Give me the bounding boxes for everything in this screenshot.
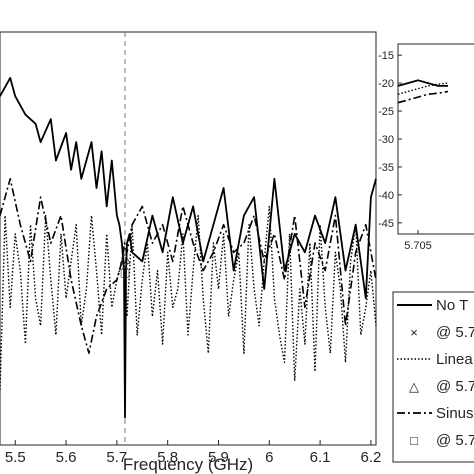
legend-label: @ 5.7 bbox=[436, 432, 474, 449]
main-plot-frame bbox=[0, 31, 377, 446]
legend-marker-symbol: □ bbox=[410, 433, 418, 448]
x-tick-label: 5.5 bbox=[5, 449, 26, 466]
x-tick-label: 6.2 bbox=[360, 449, 381, 466]
series-line-3 bbox=[0, 178, 377, 355]
inset-y-ticks: -45 -40 -35 -30 -25 -20 -15 bbox=[378, 50, 402, 230]
x-tick-label: 5.9 bbox=[208, 449, 229, 466]
inset-x-tick-label: 5.705 bbox=[404, 240, 432, 252]
main-x-ticks: 5.5 5.6 5.7 5.8 5.9 6 6.1 6.2 bbox=[5, 440, 381, 466]
legend-label: @ 5.7 bbox=[436, 378, 474, 395]
x-tick-label: 6 bbox=[265, 449, 273, 466]
legend-label: Linea bbox=[436, 351, 473, 368]
inset-y-tick-label: -45 bbox=[378, 218, 394, 230]
inset-plot-frame bbox=[397, 43, 474, 235]
inset-y-tick-label: -20 bbox=[378, 78, 394, 90]
data-marker-3: □ bbox=[121, 264, 130, 280]
legend-label: Sinus bbox=[436, 405, 474, 422]
x-tick-label: 5.8 bbox=[157, 449, 178, 466]
data-marker-1: × bbox=[121, 258, 129, 274]
legend-label: No T bbox=[436, 297, 468, 314]
inset-y-tick-label: -40 bbox=[378, 190, 394, 202]
inset-x-ticks: 5.705 bbox=[404, 230, 432, 252]
legend-marker-symbol: × bbox=[410, 325, 418, 340]
legend-box bbox=[392, 291, 474, 463]
main-series-group bbox=[0, 77, 377, 419]
inset-series-line-1 bbox=[397, 79, 448, 87]
main-plot: ×△□ 5.5 5.6 5.7 5.8 5.9 6 6.1 6.2 Frequency (GH… bbox=[0, 31, 381, 474]
inset-plot: -45 -40 -35 -30 -25 -20 -15 5.705 bbox=[378, 43, 474, 252]
legend: No T × @ 5.7 Linea △ @ 5.7 Sinus □ @ 5.7 bbox=[392, 291, 474, 463]
series-line-2 bbox=[0, 205, 377, 390]
inset-series-group bbox=[397, 79, 449, 104]
inset-y-tick-label: -35 bbox=[378, 162, 394, 174]
main-marker-group: ×△□ bbox=[120, 249, 131, 281]
x-tick-label: 5.7 bbox=[106, 449, 127, 466]
legend-label: @ 5.7 bbox=[436, 324, 474, 341]
series-line-1 bbox=[0, 77, 377, 419]
inset-y-tick-label: -25 bbox=[378, 106, 394, 118]
data-marker-2: △ bbox=[120, 249, 131, 265]
inset-y-tick-label: -15 bbox=[378, 50, 394, 62]
inset-series-line-2 bbox=[397, 82, 449, 95]
x-tick-label: 6.1 bbox=[310, 449, 331, 466]
x-tick-label: 5.6 bbox=[56, 449, 77, 466]
x-axis-label: Frequency (GHz) bbox=[123, 455, 253, 474]
inset-y-tick-label: -30 bbox=[378, 134, 394, 146]
legend-marker-symbol: △ bbox=[409, 379, 419, 394]
legend-entries: No T × @ 5.7 Linea △ @ 5.7 Sinus □ @ 5.7 bbox=[397, 297, 474, 449]
